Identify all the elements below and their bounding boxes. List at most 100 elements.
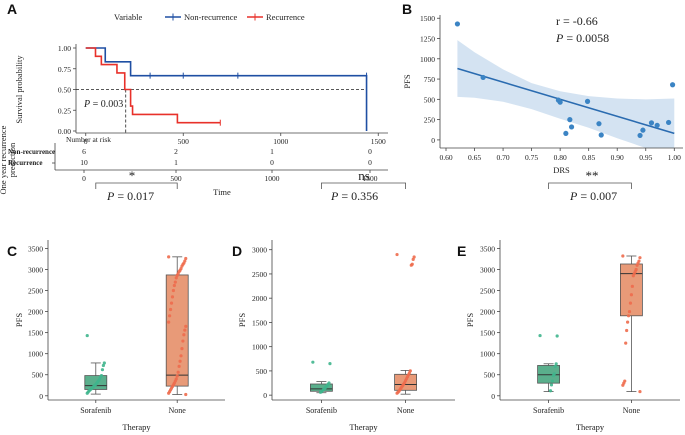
- y-tick-label: 1000: [420, 55, 435, 64]
- risk-x-tick-label: 500: [170, 174, 182, 183]
- panel-c-boxplot: 0 500 1000 1500 2000 2500 3000 3500 Sorafenib Non…: [14, 168, 225, 432]
- category-label-none: None: [397, 406, 415, 415]
- risk-x-tick-label: 1000: [265, 174, 280, 183]
- data-point: [409, 263, 413, 267]
- km-curve-recurrence: [85, 47, 221, 124]
- data-point: [176, 370, 180, 374]
- y-tick-label: 1500: [28, 329, 43, 338]
- data-point: [175, 374, 179, 378]
- risk-x-tick-label: 0: [82, 174, 86, 183]
- data-point: [167, 320, 171, 324]
- data-point: [626, 314, 631, 318]
- legend-title: Variable: [114, 12, 143, 22]
- y-tick-label: 0.00: [58, 127, 71, 136]
- y-tick-label: 2500: [28, 287, 43, 296]
- y-tick-label: 1000: [28, 350, 43, 359]
- y-tick-label: 500: [484, 371, 496, 380]
- y-tick-label: 3500: [28, 244, 43, 253]
- y-tick-label: 1500: [420, 14, 435, 23]
- x-tick-label: 1000: [273, 137, 288, 146]
- panel-e-boxplot: 0 500 1000 1500 2000 2500 3000 3500 Sorafenib Non…: [465, 168, 680, 432]
- p-value-label: P = 0.0058: [555, 31, 609, 45]
- panel-letter-b: B: [402, 1, 412, 17]
- p-value-label: P = 0.017: [106, 189, 154, 203]
- data-point: [180, 347, 184, 351]
- legend-label-recurrence: Recurrence: [266, 12, 305, 22]
- x-tick-label: 0.70: [497, 153, 510, 162]
- risk-table-title: Number at risk: [66, 135, 111, 144]
- y-tick-label: 500: [424, 95, 436, 104]
- data-point: [395, 252, 399, 257]
- y-tick-label: 1000: [480, 350, 495, 359]
- data-point: [178, 359, 182, 363]
- data-point: [621, 254, 625, 258]
- box-none: [620, 263, 643, 317]
- y-tick-label: 500: [32, 371, 44, 380]
- data-point: [168, 307, 173, 312]
- x-tick-label: 1500: [371, 137, 386, 146]
- y-tick-label: 0: [491, 392, 495, 401]
- risk-value: 10: [80, 158, 88, 167]
- y-tick-label: 0.25: [58, 106, 71, 115]
- data-point: [174, 276, 178, 280]
- data-point: [85, 391, 89, 395]
- panel-b-scatter: 0 250 500 750 1000 1250 1500 0.60 0.65 0.70 0.75 0.…: [402, 14, 683, 175]
- risk-x-axis-label: Time: [213, 187, 231, 197]
- scatter-point: [665, 119, 672, 126]
- risk-value: 0: [368, 147, 372, 156]
- scatter-point: [596, 121, 602, 127]
- y-tick-label: 0: [431, 136, 435, 145]
- y-tick-label: 0: [263, 391, 267, 400]
- data-point: [169, 301, 174, 305]
- panel-letter-d: D: [232, 243, 242, 259]
- y-tick-label: 3500: [480, 244, 495, 253]
- data-point: [180, 264, 184, 268]
- data-point: [395, 391, 399, 395]
- significance-marker: **: [586, 168, 599, 183]
- data-point: [538, 333, 542, 338]
- y-tick-label: 0.75: [58, 65, 71, 74]
- panel-letter-e: E: [457, 243, 466, 259]
- x-tick-label: 0.65: [468, 153, 481, 162]
- data-point: [168, 314, 172, 318]
- data-point: [167, 255, 171, 259]
- data-point: [167, 391, 171, 395]
- data-point: [554, 362, 558, 366]
- data-point: [624, 341, 628, 345]
- y-tick-label: 2000: [252, 294, 267, 303]
- y-tick-label: 2000: [480, 308, 495, 317]
- scatter-point: [454, 21, 461, 27]
- data-point: [100, 368, 105, 372]
- category-label-sorafenib: Sorafenib: [80, 406, 111, 415]
- x-axis-label: Therapy: [576, 422, 605, 432]
- y-tick-label: 2500: [252, 270, 267, 279]
- data-point: [628, 301, 633, 305]
- data-point: [548, 389, 553, 393]
- category-label-none: None: [623, 406, 641, 415]
- data-point: [625, 328, 629, 333]
- y-tick-label: 1000: [252, 343, 267, 352]
- x-axis-label: DRS: [553, 165, 570, 175]
- data-point: [549, 383, 554, 387]
- scatter-point: [557, 99, 563, 105]
- scatter-point: [568, 124, 575, 130]
- data-point: [638, 389, 642, 394]
- p-value-label: P = 0.003: [83, 99, 123, 110]
- x-tick-label: 1.00: [668, 153, 681, 162]
- scatter-point: [654, 122, 660, 128]
- data-point: [553, 364, 557, 368]
- y-axis-label: PFS: [237, 313, 247, 327]
- y-tick-label: 3000: [252, 246, 267, 255]
- data-point: [626, 320, 630, 324]
- y-axis-label: PFS: [402, 74, 412, 88]
- data-point: [184, 392, 188, 397]
- p-value-label: P = 0.007: [569, 189, 617, 203]
- x-tick-label: 0.80: [554, 153, 567, 162]
- scatter-point: [598, 132, 604, 138]
- y-tick-label: 2000: [28, 308, 43, 317]
- data-point: [551, 373, 555, 378]
- data-point: [629, 293, 634, 297]
- data-point: [311, 360, 315, 364]
- category-label-sorafenib: Sorafenib: [533, 406, 564, 415]
